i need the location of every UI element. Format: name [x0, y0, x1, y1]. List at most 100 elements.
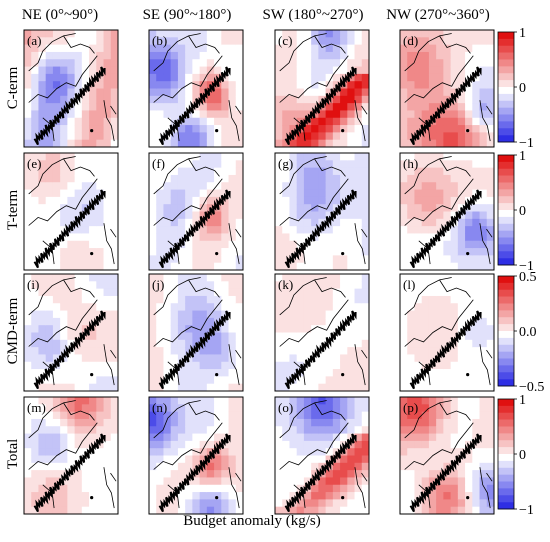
- heat-cell: [228, 103, 237, 112]
- heat-cell: [407, 248, 416, 256]
- heat-cell: [199, 426, 208, 435]
- heat-cell: [110, 484, 118, 493]
- heat-cell: [96, 262, 105, 270]
- heat-cell: [450, 196, 459, 205]
- heat-cell: [96, 484, 105, 493]
- heat-cell: [235, 88, 243, 97]
- heat-cell: [228, 189, 237, 198]
- heat-cell: [407, 274, 416, 282]
- heat-cell: [318, 196, 327, 205]
- heat-cell: [38, 117, 47, 126]
- heat-cell: [414, 418, 423, 427]
- heat-cell: [221, 189, 230, 198]
- heat-cell: [31, 248, 40, 256]
- heat-cell: [400, 369, 408, 377]
- heat-cell: [443, 248, 452, 256]
- province-border: [228, 100, 240, 142]
- heat-cell: [149, 88, 157, 97]
- province-border: [279, 422, 349, 470]
- heat-cell: [282, 153, 291, 161]
- heat-cell: [52, 196, 61, 205]
- heat-cell: [400, 37, 408, 46]
- heat-cell: [163, 218, 172, 227]
- heat-cell: [89, 281, 97, 290]
- heat-cell: [45, 226, 54, 235]
- heat-cell: [81, 288, 90, 297]
- province-border: [63, 158, 95, 177]
- heat-cell: [96, 211, 105, 220]
- panel-f: (f): [148, 152, 244, 271]
- heat-cell: [457, 153, 466, 161]
- heat-cell: [347, 204, 356, 213]
- heat-cell: [177, 117, 186, 126]
- heat-cell: [89, 233, 97, 242]
- heat-cell: [185, 240, 193, 249]
- heat-cell: [275, 499, 283, 508]
- heat-cell: [318, 325, 327, 334]
- heat-cell: [479, 397, 488, 405]
- heat-cell: [74, 440, 83, 449]
- heat-cell: [96, 376, 105, 385]
- heat-cell: [96, 433, 105, 442]
- heat-cell: [38, 153, 47, 161]
- heat-cell: [156, 255, 165, 264]
- heat-cell: [296, 59, 305, 68]
- heat-cell: [311, 182, 319, 191]
- heat-cell: [52, 281, 61, 290]
- heat-cell: [296, 182, 305, 191]
- heat-cell: [289, 411, 298, 420]
- heat-cell: [74, 66, 83, 75]
- heat-cell: [318, 376, 327, 385]
- heat-cell: [89, 37, 97, 46]
- heat-cell: [282, 295, 291, 304]
- heat-cell: [443, 295, 452, 304]
- heat-cell: [74, 281, 83, 290]
- heat-cell: [311, 499, 319, 508]
- heat-cell: [170, 477, 179, 486]
- heat-cell: [81, 248, 90, 256]
- heat-cell: [428, 281, 437, 290]
- heat-cell: [24, 196, 32, 205]
- heat-cell: [52, 125, 61, 133]
- heat-cell: [311, 506, 319, 514]
- heat-cell: [303, 66, 312, 75]
- heat-cell: [149, 433, 157, 442]
- heat-cell: [340, 160, 348, 169]
- heat-cell: [282, 218, 291, 227]
- heat-cell: [214, 218, 222, 227]
- heat-cell: [235, 174, 243, 183]
- heat-cell: [436, 189, 444, 198]
- heat-cell: [60, 477, 68, 486]
- heat-cell: [407, 204, 416, 213]
- heat-cell: [332, 462, 341, 471]
- colorbar-segment: [498, 433, 514, 441]
- province-border: [63, 402, 95, 421]
- heat-cell: [311, 404, 319, 413]
- heat-cell: [149, 397, 157, 405]
- heat-cell: [414, 117, 423, 126]
- heat-cell: [103, 411, 112, 420]
- heat-cell: [52, 369, 61, 377]
- heat-cell: [354, 81, 363, 90]
- heat-cell: [282, 499, 291, 508]
- heat-cell: [303, 125, 312, 133]
- heat-cell: [472, 110, 481, 119]
- province-border: [486, 228, 493, 238]
- heat-cell: [332, 248, 341, 256]
- heat-cell: [347, 262, 356, 270]
- colorbar-segment: [498, 276, 514, 284]
- heat-cell: [235, 295, 243, 304]
- heat-cell: [67, 288, 76, 297]
- heat-cell: [38, 81, 47, 90]
- heat-cell: [89, 30, 97, 38]
- heat-cell: [400, 196, 408, 205]
- heat-cell: [60, 295, 68, 304]
- heat-cell: [414, 167, 423, 176]
- heat-cell: [457, 317, 466, 326]
- heat-cell: [465, 484, 473, 493]
- heat-cell: [170, 103, 179, 112]
- heat-cell: [67, 233, 76, 242]
- heat-cell: [450, 174, 459, 183]
- heat-cell: [103, 204, 112, 213]
- heat-cell: [74, 196, 83, 205]
